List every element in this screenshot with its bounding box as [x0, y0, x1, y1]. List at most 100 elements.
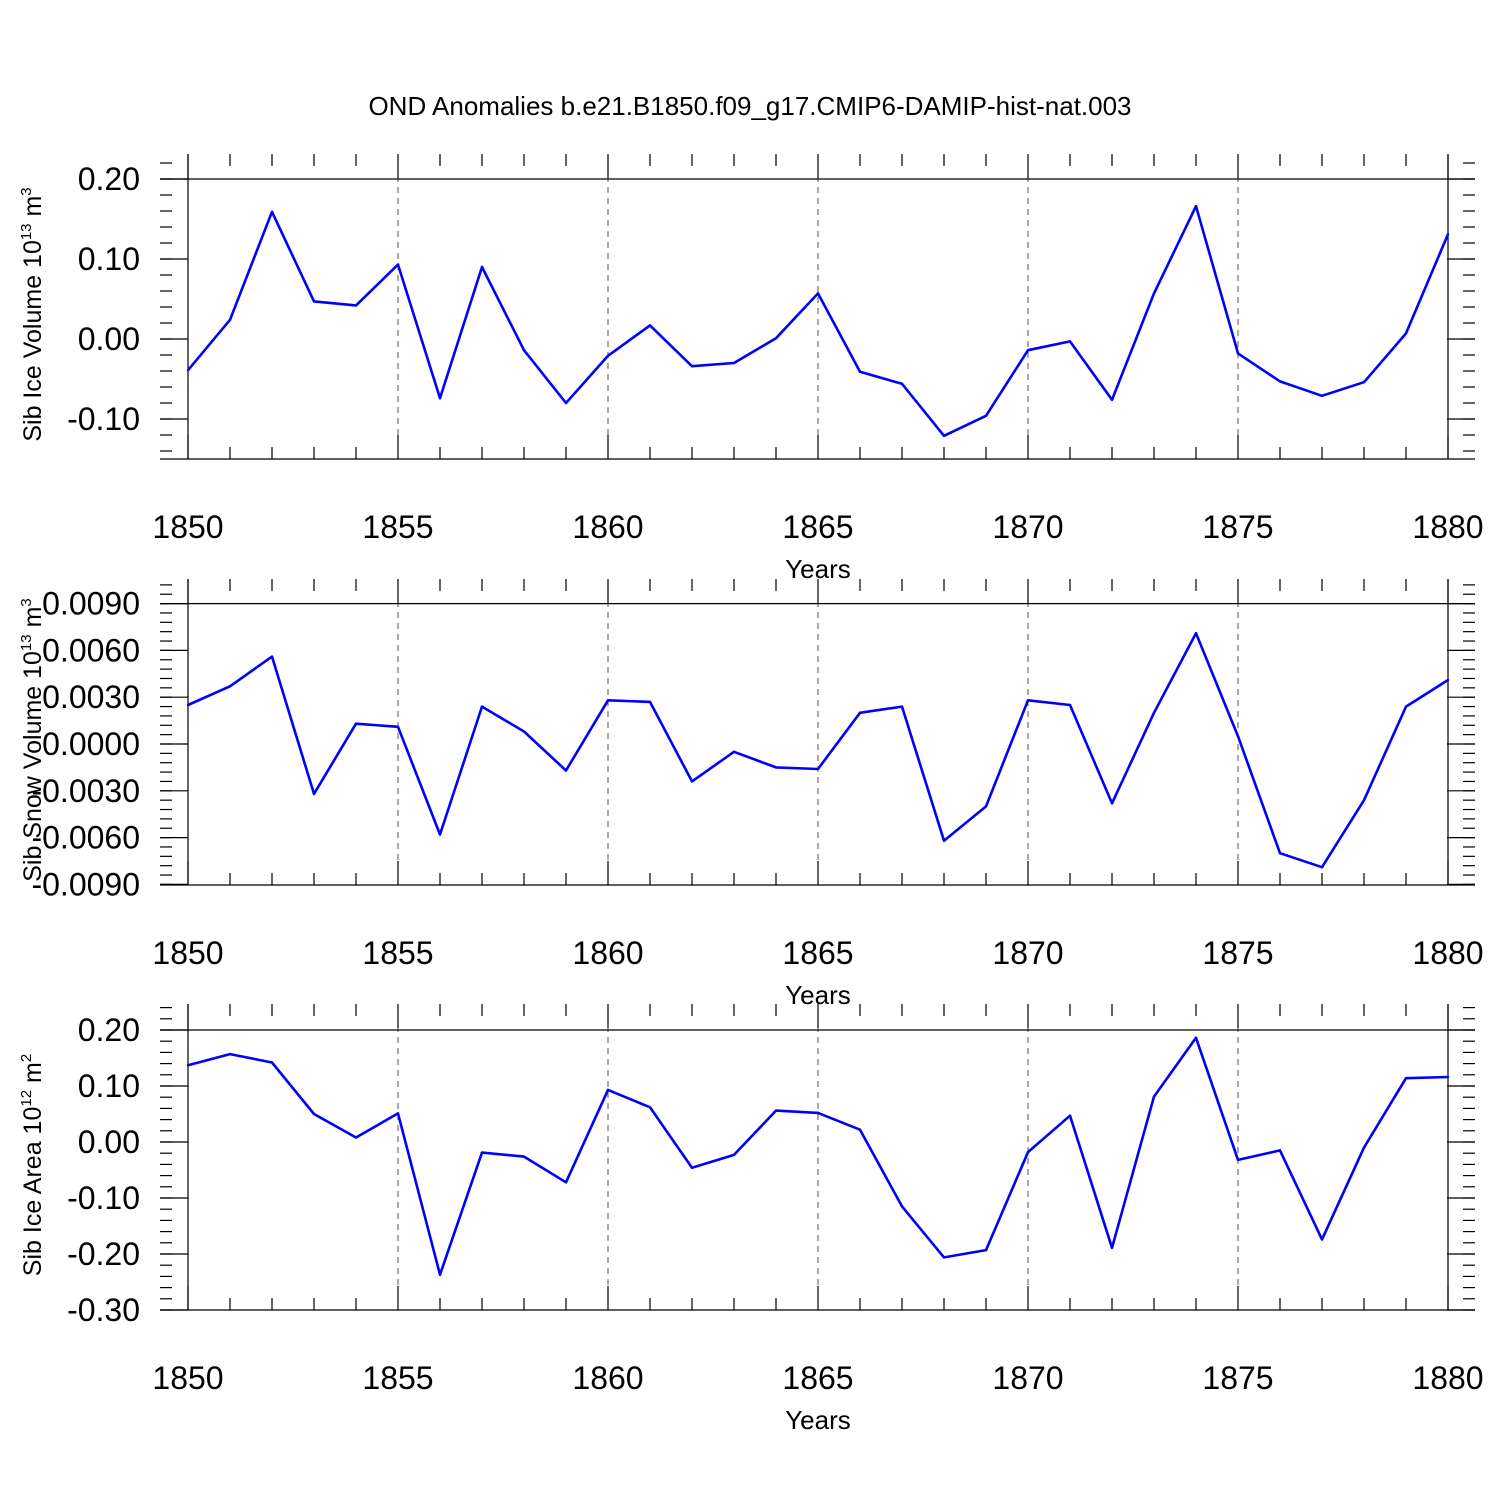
data-point — [480, 705, 484, 708]
x-tick-label: 1870 — [992, 935, 1063, 971]
x-tick-label: 1875 — [1202, 935, 1273, 971]
data-point — [354, 722, 358, 725]
data-point — [1068, 1114, 1072, 1117]
x-tick-label: 1855 — [362, 935, 433, 971]
y-tick-label: -0.0030 — [31, 773, 140, 809]
data-point — [186, 369, 190, 372]
data-point — [522, 730, 526, 733]
y-axis-label: Sib Snow Volume 1013 m3 — [18, 598, 47, 882]
data-point — [228, 318, 232, 321]
x-tick-label: 1850 — [152, 509, 223, 545]
data-point — [942, 1256, 946, 1259]
x-tick-label: 1875 — [1202, 509, 1273, 545]
data-point — [396, 725, 400, 729]
data-point — [354, 304, 358, 307]
data-point — [1404, 1076, 1408, 1080]
y-tick-label: 0.0060 — [42, 632, 140, 668]
data-point — [396, 1112, 400, 1115]
data-point — [1446, 678, 1450, 682]
data-point — [1068, 340, 1072, 343]
data-point — [522, 1155, 526, 1158]
data-point — [1320, 1238, 1324, 1241]
data-point — [1110, 1246, 1114, 1250]
data-point — [1152, 292, 1156, 295]
x-tick-label: 1880 — [1412, 935, 1483, 971]
data-point — [1320, 394, 1324, 397]
data-point — [564, 769, 568, 772]
y-axis-label: Sib Ice Area 1012 m2 — [18, 1054, 47, 1276]
data-point — [606, 1088, 610, 1092]
data-point — [270, 1061, 274, 1064]
data-point — [900, 1205, 904, 1208]
data-point — [774, 337, 778, 340]
data-point — [1278, 380, 1282, 383]
x-tick-label: 1860 — [572, 935, 643, 971]
data-point — [858, 1128, 862, 1131]
data-point — [228, 685, 232, 688]
data-point — [1236, 1158, 1240, 1162]
data-point — [942, 434, 946, 437]
data-point — [438, 833, 442, 836]
data-point — [1236, 735, 1240, 738]
y-tick-label: -0.10 — [67, 401, 140, 437]
x-tick-label: 1855 — [362, 1360, 433, 1396]
data-point — [606, 354, 610, 357]
data-point — [1320, 866, 1324, 869]
data-point — [1026, 1150, 1030, 1154]
data-point — [816, 1111, 820, 1115]
data-point — [522, 349, 526, 352]
data-point — [648, 1106, 652, 1109]
y-tick-label: 0.20 — [78, 1012, 140, 1048]
data-point — [1068, 703, 1072, 707]
data-point — [228, 1052, 232, 1056]
x-tick-label: 1865 — [782, 1360, 853, 1396]
y-tick-label: 0.10 — [78, 241, 140, 277]
data-point — [732, 750, 736, 753]
data-point — [1110, 398, 1114, 401]
y-tick-label: -0.0090 — [31, 866, 140, 902]
data-point — [858, 370, 862, 373]
data-point — [438, 1273, 442, 1276]
data-point — [900, 705, 904, 708]
panels: 0.20 0.10 0.00 -0.10 1850 1855 1860 1865 1870 187… — [18, 154, 1484, 1435]
y-tick-label: -0.30 — [67, 1292, 140, 1328]
data-point — [270, 655, 274, 658]
x-tick-label: 1880 — [1412, 1360, 1483, 1396]
x-tick-label: 1870 — [992, 1360, 1063, 1396]
data-point — [942, 839, 946, 842]
x-tick-label: 1855 — [362, 509, 433, 545]
y-tick-label: 0.0090 — [42, 586, 140, 622]
data-point — [774, 766, 778, 769]
data-point — [480, 265, 484, 269]
data-point — [1194, 632, 1198, 635]
panel-snow: 0.0090 0.0060 0.0030 0.0000 -0.0030 -0.0060 -0… — [18, 579, 1484, 1010]
data-point — [1362, 1146, 1366, 1149]
data-point — [312, 792, 316, 796]
data-point — [1194, 205, 1198, 208]
data-point — [1236, 352, 1240, 355]
y-tick-label: -0.20 — [67, 1236, 140, 1272]
y-tick-label: -0.10 — [67, 1180, 140, 1216]
data-point — [480, 1151, 484, 1154]
data-point — [564, 401, 568, 405]
x-tick-label: 1860 — [572, 1360, 643, 1396]
data-point — [1362, 381, 1366, 384]
data-point — [1152, 711, 1156, 714]
data-point — [1026, 349, 1030, 352]
data-point — [186, 1064, 190, 1067]
data-point — [564, 1181, 568, 1184]
data-point — [690, 780, 694, 783]
data-point — [1278, 852, 1282, 855]
data-point — [732, 361, 736, 365]
x-tick-label: 1875 — [1202, 1360, 1273, 1396]
data-point — [690, 365, 694, 368]
y-tick-label: 0.10 — [78, 1068, 140, 1104]
data-point — [1152, 1095, 1156, 1098]
panel-area: 0.20 0.10 0.00 -0.10 -0.20 -0.30 1850 1855 1860 1… — [18, 1004, 1484, 1435]
data-point — [354, 1136, 358, 1139]
x-tick-label: 1850 — [152, 935, 223, 971]
y-tick-label: -0.0060 — [31, 820, 140, 856]
x-axis-label: Years — [785, 1405, 851, 1435]
x-tick-label: 1865 — [782, 509, 853, 545]
